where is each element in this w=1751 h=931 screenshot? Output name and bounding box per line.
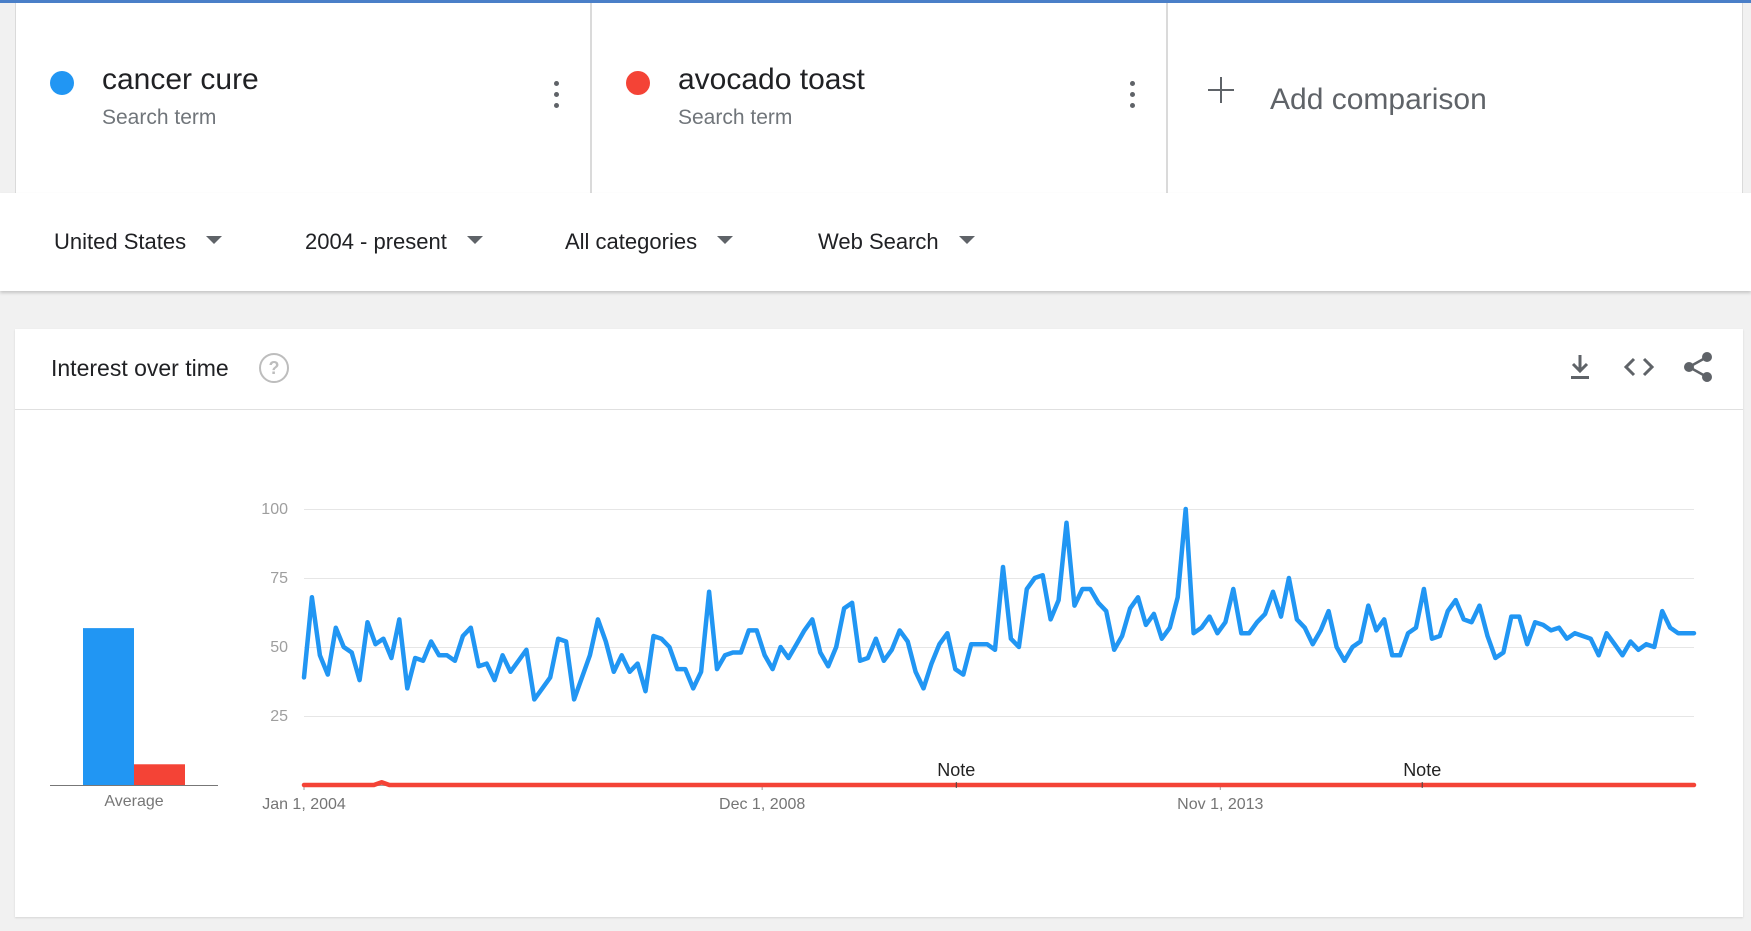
- time-range-dropdown[interactable]: 2004 - present: [305, 229, 483, 259]
- dropdown-arrow-icon: [958, 236, 975, 245]
- card-divider: [15, 409, 1743, 410]
- search-type-dropdown[interactable]: Web Search: [818, 229, 975, 259]
- comparison-header: cancer cure Search term avocado toast Se…: [0, 3, 1751, 193]
- category-dropdown[interactable]: All categories: [565, 229, 734, 259]
- y-tick-label: 25: [270, 708, 288, 725]
- add-comparison-label: Add comparison: [1270, 83, 1487, 116]
- interest-over-time-card: Interest over time ? Average 25 50 75 100 Jan…: [15, 329, 1743, 917]
- region-dropdown[interactable]: United States: [54, 229, 223, 259]
- series-line: [301, 506, 1697, 702]
- x-tick-label: Jan 1, 2004: [262, 796, 346, 813]
- note-label: Note: [1403, 760, 1441, 780]
- filter-bar: United States 2004 - present All categor…: [0, 193, 1751, 291]
- card-title: Interest over time: [51, 355, 229, 381]
- embed-code-icon[interactable]: [1621, 349, 1657, 385]
- add-comparison-button[interactable]: Add comparison: [1167, 3, 1743, 193]
- search-type-label: Web Search: [818, 229, 939, 254]
- share-icon[interactable]: [1680, 349, 1716, 385]
- note-label: Note: [937, 760, 975, 780]
- x-tick-label: Nov 1, 2013: [1177, 796, 1263, 813]
- category-label: All categories: [565, 229, 698, 254]
- average-bar: [83, 628, 134, 785]
- dropdown-arrow-icon: [717, 236, 734, 245]
- more-vert-icon[interactable]: [546, 81, 566, 111]
- term-card-1[interactable]: cancer cure Search term: [15, 3, 591, 193]
- average-bar: [134, 764, 185, 785]
- y-tick-label: 100: [261, 501, 288, 518]
- term-name[interactable]: avocado toast: [678, 63, 865, 96]
- more-vert-icon[interactable]: [1122, 81, 1142, 111]
- series-color-dot: [626, 71, 650, 95]
- download-icon[interactable]: [1562, 349, 1598, 385]
- series-color-dot: [50, 71, 74, 95]
- top-accent-line: [0, 0, 1751, 3]
- interest-over-time-chart: Average 25 50 75 100 Jan 1, 2004 Dec 1, 2008 No…: [50, 501, 1697, 813]
- term-subtitle: Search term: [678, 106, 793, 129]
- region-label: United States: [54, 229, 187, 254]
- term-card-2[interactable]: avocado toast Search term: [591, 3, 1167, 193]
- help-circle-icon[interactable]: ?: [259, 353, 289, 383]
- plus-icon: [1208, 77, 1234, 103]
- term-subtitle: Search term: [102, 106, 217, 129]
- dropdown-arrow-icon: [206, 236, 223, 245]
- series-line: [301, 779, 1697, 788]
- term-name[interactable]: cancer cure: [102, 63, 259, 96]
- dropdown-arrow-icon: [466, 236, 483, 245]
- y-tick-label: 75: [270, 570, 288, 587]
- x-tick-label: Dec 1, 2008: [719, 796, 805, 813]
- y-tick-label: 50: [270, 639, 288, 656]
- time-range-label: 2004 - present: [305, 229, 447, 254]
- average-label: Average: [104, 793, 163, 810]
